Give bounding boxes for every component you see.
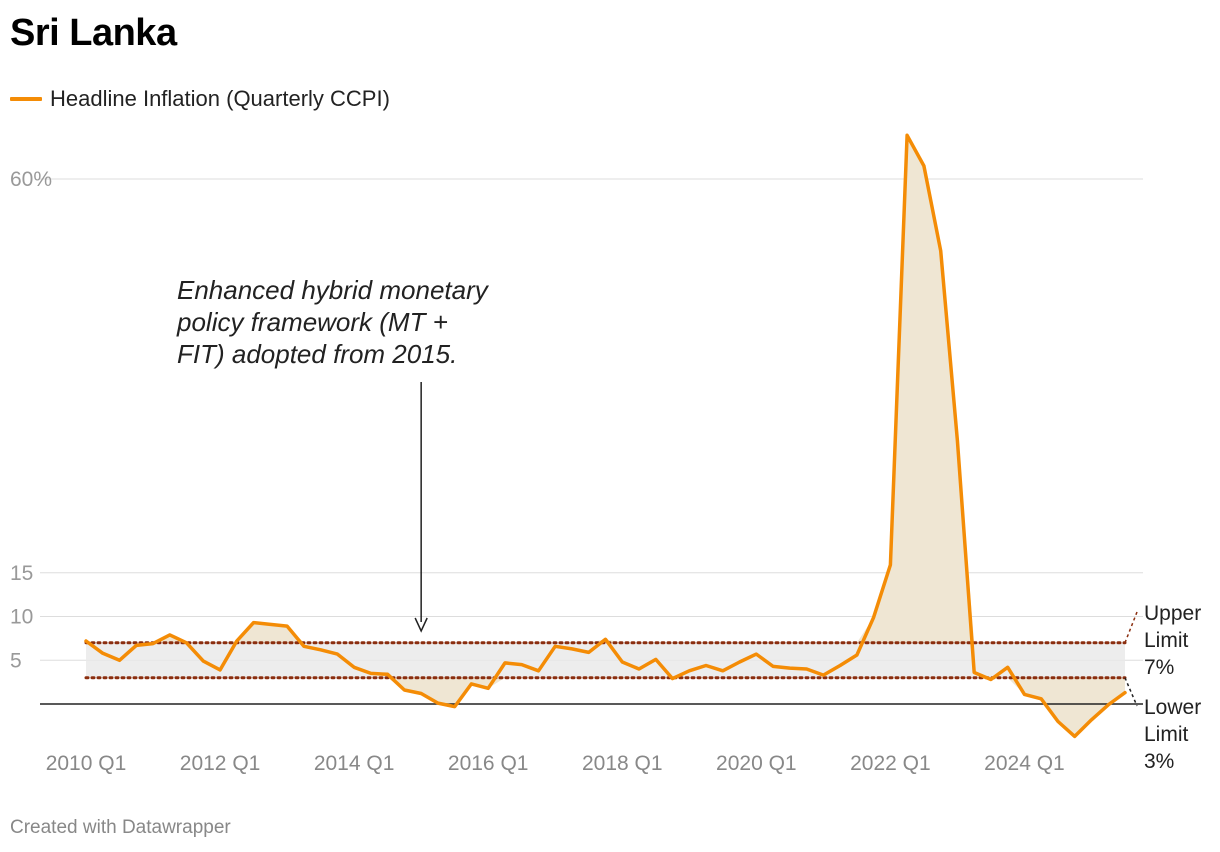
lower-limit-label: Limit [1144, 723, 1189, 746]
lower-limit-connector [1124, 677, 1138, 707]
y-tick-label: 15 [10, 562, 33, 585]
annotation-text-line: Enhanced hybrid monetary [177, 275, 490, 305]
excess-area-below [86, 677, 1125, 737]
x-tick-label: 2014 Q1 [314, 752, 395, 775]
y-tick-label: 60% [10, 168, 52, 191]
y-tick-label: 10 [10, 606, 33, 629]
x-tick-label: 2010 Q1 [46, 752, 127, 775]
lower-limit-label: Lower [1144, 696, 1201, 719]
annotation-text-line: policy framework (MT + [176, 307, 448, 337]
x-tick-label: 2018 Q1 [582, 752, 663, 775]
x-tick-label: 2012 Q1 [180, 752, 261, 775]
lower-limit-label: 3% [1144, 750, 1174, 773]
excess-area-above [86, 135, 1125, 643]
legend-label: Headline Inflation (Quarterly CCPI) [50, 86, 390, 111]
upper-limit-label: 7% [1144, 656, 1174, 679]
x-tick-label: 2020 Q1 [716, 752, 797, 775]
annotation-arrowhead [414, 617, 428, 633]
x-tick-label: 2024 Q1 [984, 752, 1065, 775]
footer-credit: Created with Datawrapper [10, 817, 231, 838]
upper-limit-label: Limit [1144, 629, 1189, 652]
chart-title: Sri Lanka [10, 12, 177, 54]
series-line-headline-inflation [84, 133, 1127, 739]
x-tick-label: 2022 Q1 [850, 752, 931, 775]
y-tick-label: 5 [10, 649, 22, 672]
annotation-text-line: FIT) adopted from 2015. [177, 339, 457, 369]
target-band [86, 642, 1125, 678]
x-tick-label: 2016 Q1 [448, 752, 529, 775]
legend: Headline Inflation (Quarterly CCPI) [10, 86, 390, 112]
upper-limit-label: Upper [1144, 602, 1201, 625]
legend-swatch [10, 97, 42, 101]
